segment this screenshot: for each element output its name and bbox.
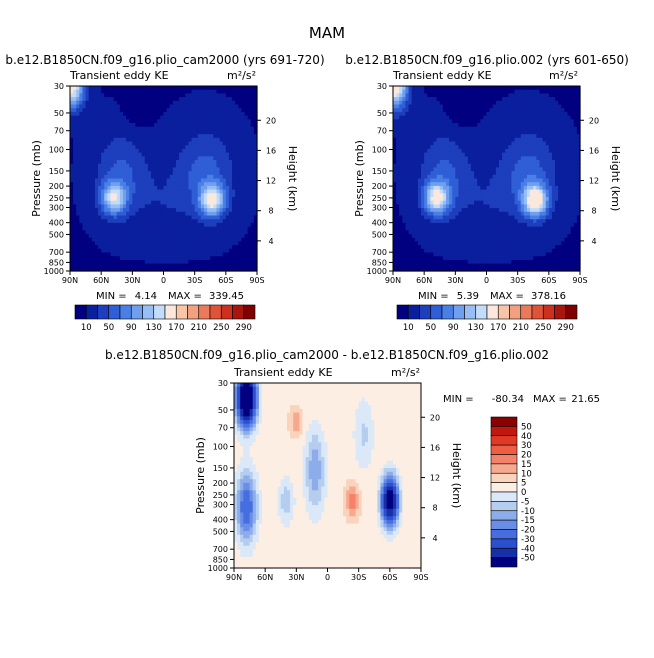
x-tick-label: 90S bbox=[249, 276, 264, 285]
y-axis-title: Pressure (mb) bbox=[30, 140, 43, 217]
colorbar-swatch bbox=[120, 305, 131, 319]
colorbar-label: 250 bbox=[213, 323, 229, 333]
y2-axis-title: Height (km) bbox=[286, 146, 299, 212]
max-label: MAX = bbox=[168, 291, 202, 302]
heatmap-cells bbox=[70, 86, 258, 272]
colorbar-swatch bbox=[233, 305, 244, 319]
x-tick-label: 30S bbox=[187, 276, 202, 285]
y-tick-label: 500 bbox=[49, 230, 64, 239]
colorbar-swatch bbox=[210, 305, 221, 319]
panel-units: m²/s² bbox=[549, 69, 578, 82]
heatmap-cells bbox=[393, 86, 581, 272]
x-tick-label: 30N bbox=[124, 276, 140, 285]
x-tick-label: 60S bbox=[218, 276, 233, 285]
colorbar-swatch bbox=[199, 305, 210, 319]
colorbar-swatch bbox=[143, 305, 154, 319]
y-tick-label: 70 bbox=[54, 127, 64, 136]
y-tick-label: 100 bbox=[49, 146, 64, 155]
panel-title: b.e12.B1850CN.f09_g16.plio_cam2000 (yrs … bbox=[5, 53, 324, 67]
y2-tick-label: 8 bbox=[268, 207, 273, 216]
y-tick-label: 1000 bbox=[44, 267, 64, 276]
y2-tick-label: 4 bbox=[268, 237, 273, 246]
max-value: 339.45 bbox=[209, 291, 244, 302]
colorbar-label: 170 bbox=[168, 323, 184, 333]
panel-title: b.e12.B1850CN.f09_g16.plio.002 (yrs 601-… bbox=[345, 53, 629, 67]
panel-top-right: b.e12.B1850CN.f09_g16.plio.002 (yrs 601-… bbox=[345, 53, 629, 333]
colorbar-swatch bbox=[109, 305, 120, 319]
y-tick-label: 150 bbox=[49, 167, 64, 176]
colorbar-swatch bbox=[86, 305, 97, 319]
colorbar-label: 210 bbox=[191, 323, 207, 333]
y2-tick-label: 20 bbox=[266, 116, 276, 125]
colorbar-swatch bbox=[75, 305, 86, 319]
y-tick-label: 700 bbox=[49, 248, 64, 257]
figure-title: MAM bbox=[309, 24, 345, 42]
colorbar-swatch bbox=[188, 305, 199, 319]
colorbar-swatch bbox=[244, 305, 255, 319]
colorbar-swatch bbox=[165, 305, 176, 319]
colorbar-swatch bbox=[154, 305, 165, 319]
colorbar-label: 290 bbox=[236, 323, 252, 333]
panel-left-label: Transient eddy KE bbox=[69, 69, 169, 82]
y-tick-label: 250 bbox=[49, 194, 64, 203]
heatmap-plot: 305070100150200250300400500700850100090N… bbox=[30, 82, 299, 285]
colorbar-label: 50 bbox=[103, 323, 114, 333]
colorbar-label: 10 bbox=[81, 323, 92, 333]
colorbar-swatch bbox=[131, 305, 142, 319]
min-label: MIN = bbox=[96, 291, 127, 302]
y-tick-label: 400 bbox=[49, 219, 64, 228]
colorbar-label: 90 bbox=[126, 323, 137, 333]
colorbar-label: 130 bbox=[146, 323, 162, 333]
panel-left-label: Transient eddy KE bbox=[392, 69, 492, 82]
y-tick-label: 30 bbox=[54, 82, 64, 91]
x-tick-label: 90N bbox=[62, 276, 78, 285]
colorbar-swatch bbox=[98, 305, 109, 319]
y2-tick-label: 16 bbox=[266, 146, 276, 155]
y2-tick-label: 12 bbox=[266, 177, 276, 186]
y-tick-label: 50 bbox=[54, 109, 64, 118]
colorbar-swatch bbox=[176, 305, 187, 319]
colorbar: 10 50 90 130 170 210 250 290 bbox=[75, 305, 255, 333]
panel-top-left: b.e12.B1850CN.f09_g16.plio_cam2000 (yrs … bbox=[5, 53, 324, 333]
heatmap-plot: 305070100150200250300400500700850100090N… bbox=[353, 82, 622, 285]
y-tick-label: 300 bbox=[49, 203, 64, 212]
min-value: 4.14 bbox=[135, 291, 157, 302]
colorbar-swatch bbox=[221, 305, 232, 319]
x-tick-label: 0 bbox=[161, 276, 166, 285]
x-tick-label: 60N bbox=[93, 276, 109, 285]
y-tick-label: 200 bbox=[49, 182, 64, 191]
panel-units: m²/s² bbox=[227, 69, 256, 82]
